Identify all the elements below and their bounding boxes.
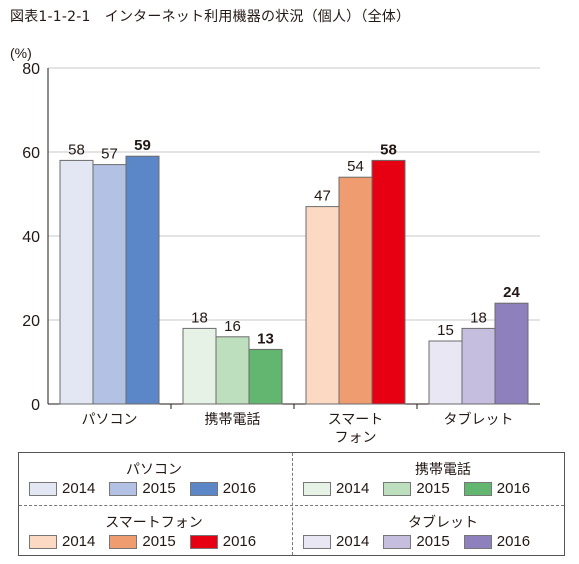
legend-swatch <box>463 534 492 549</box>
data-label: 54 <box>347 158 364 175</box>
legend-swatch <box>109 534 138 549</box>
legend-item: 2014 <box>29 480 95 497</box>
legend-swatch <box>383 481 412 496</box>
data-label: 57 <box>101 146 118 163</box>
legend-item: 2014 <box>303 533 369 550</box>
bar <box>215 336 250 405</box>
category-label: スマート <box>328 412 384 428</box>
legend-year: 2015 <box>142 533 176 550</box>
legend-item: 2015 <box>383 480 450 497</box>
data-label: 15 <box>437 322 454 339</box>
y-tick-label: 0 <box>31 397 40 414</box>
legend-group-smartphone: スマートフォン 2014 2015 2016 <box>19 506 292 558</box>
legend-item: 2016 <box>463 533 531 550</box>
legend-year: 2014 <box>336 533 370 550</box>
data-label: 13 <box>257 330 274 347</box>
legend-item: 2015 <box>109 480 176 497</box>
bar-chart: (%) 0 20 40 60 80 58 57 59 パソコン 18 16 13 携帯電話 47 54 58 スマ… <box>10 45 540 446</box>
legend-item: 2016 <box>189 480 257 497</box>
bar <box>338 176 373 405</box>
bar <box>428 340 463 405</box>
legend-item: 2014 <box>303 480 369 497</box>
legend-group-name: タブレット <box>408 515 478 531</box>
bar <box>248 348 283 405</box>
legend-group-pc: パソコン 2014 2015 2016 <box>19 453 292 505</box>
legend: パソコン 2014 2015 2016 携帯電話 2014 2015 2016 … <box>18 452 565 556</box>
bar <box>494 302 529 405</box>
legend-swatch <box>189 481 218 496</box>
category-label: パソコン <box>82 412 138 428</box>
bar <box>125 155 160 405</box>
legend-item: 2015 <box>383 533 450 550</box>
bar <box>182 327 217 405</box>
y-tick-label: 80 <box>22 61 40 78</box>
bar <box>59 159 94 405</box>
legend-swatch <box>189 534 218 549</box>
legend-swatch <box>303 534 331 549</box>
y-axis-unit: (%) <box>10 45 32 61</box>
bar <box>305 206 340 405</box>
y-tick-label: 60 <box>22 145 40 162</box>
legend-group-name: パソコン <box>126 462 182 478</box>
legend-group-tablet: タブレット 2014 2015 2016 <box>293 506 566 558</box>
legend-swatch <box>109 481 138 496</box>
legend-item: 2015 <box>109 533 176 550</box>
legend-year: 2015 <box>416 480 450 497</box>
legend-item: 2014 <box>29 533 95 550</box>
legend-year: 2016 <box>222 533 257 550</box>
legend-year: 2014 <box>62 533 96 550</box>
legend-divider-horizontal <box>19 505 564 506</box>
y-tick-label: 40 <box>22 229 40 246</box>
legend-group-name: 携帯電話 <box>415 462 471 478</box>
legend-swatch <box>463 481 492 496</box>
legend-year: 2016 <box>222 480 257 497</box>
bar <box>461 327 496 405</box>
legend-swatch <box>383 534 412 549</box>
data-label: 18 <box>470 309 487 326</box>
category-label: 携帯電話 <box>205 411 261 428</box>
category-label: タブレット <box>444 411 514 428</box>
legend-swatch <box>29 534 57 549</box>
legend-year: 2015 <box>416 533 450 550</box>
data-label: 18 <box>191 309 208 326</box>
legend-swatch <box>303 481 331 496</box>
legend-item: 2016 <box>189 533 257 550</box>
legend-divider-vertical <box>292 453 293 555</box>
legend-group-name: スマートフォン <box>105 515 203 531</box>
legend-year: 2014 <box>336 480 370 497</box>
bar <box>92 164 127 405</box>
data-label: 47 <box>314 188 331 205</box>
figure-title: 図表1-1-2-1 インターネット利用機器の状況（個人）（全体） <box>10 9 411 25</box>
legend-year: 2016 <box>496 480 531 497</box>
legend-year: 2014 <box>62 480 96 497</box>
category-label: フォン <box>335 430 377 446</box>
data-label: 58 <box>380 141 397 158</box>
legend-year: 2015 <box>142 480 176 497</box>
data-label: 58 <box>68 141 85 158</box>
data-label: 16 <box>224 318 241 335</box>
data-label: 24 <box>503 284 520 301</box>
bar <box>371 159 406 405</box>
data-label: 59 <box>134 137 151 154</box>
legend-year: 2016 <box>496 533 531 550</box>
legend-group-feature-phone: 携帯電話 2014 2015 2016 <box>293 453 566 505</box>
legend-swatch <box>29 481 57 496</box>
legend-item: 2016 <box>463 480 531 497</box>
y-tick-label: 20 <box>22 313 40 330</box>
